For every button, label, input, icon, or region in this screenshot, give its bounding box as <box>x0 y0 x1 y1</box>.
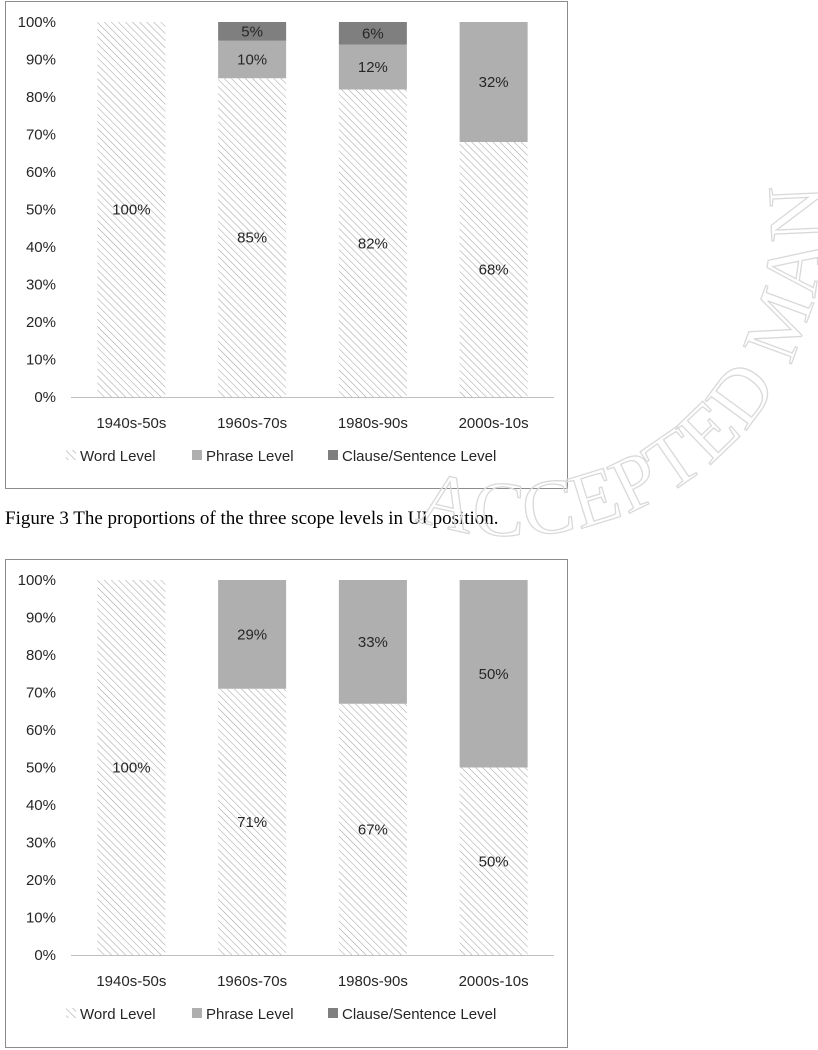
y-tick-label: 90% <box>26 610 56 627</box>
legend-label: Phrase Level <box>206 1006 294 1023</box>
bar-phrase-level-1 <box>218 40 287 79</box>
y-tick-label: 0% <box>34 947 56 964</box>
y-tick-label: 20% <box>26 314 56 331</box>
y-tick-label: 90% <box>26 52 56 69</box>
data-label: 68% <box>479 262 509 279</box>
chart-bottom-svg: 0% 10% 20% 30% 40% 50% 60% 70% 80% 90% 100% 100% 194… <box>18 572 554 1023</box>
y-tick-label: 100% <box>18 14 56 31</box>
data-label: 82% <box>358 235 388 252</box>
legend-swatch <box>192 1008 202 1018</box>
data-label: 6% <box>362 25 384 42</box>
bar-word-level-3 <box>459 142 528 397</box>
bar-phrase-level-3 <box>459 580 528 768</box>
bar-phrase-level-2 <box>338 580 407 704</box>
data-label: 33% <box>358 634 388 651</box>
legend-label: Word Level <box>80 1006 156 1023</box>
bar-word-level-1 <box>218 78 287 397</box>
data-label: 50% <box>479 666 509 683</box>
legend-label: Phrase Level <box>206 448 294 465</box>
legend-label: Clause/Sentence Level <box>342 448 496 465</box>
data-label: 10% <box>237 52 267 69</box>
bar-word-level-1 <box>218 688 287 955</box>
y-tick-label: 50% <box>26 760 56 777</box>
data-label: 12% <box>358 59 388 76</box>
y-tick-label: 70% <box>26 127 56 144</box>
bar-phrase-level-2 <box>338 44 407 90</box>
chart-bottom: 0% 10% 20% 30% 40% 50% 60% 70% 80% 90% 100% 100% 194… <box>5 559 568 1048</box>
x-tick-label: 1980s-90s <box>338 415 408 432</box>
data-label: 100% <box>112 760 150 777</box>
y-tick-label: 30% <box>26 277 56 294</box>
y-tick-label: 30% <box>26 835 56 852</box>
legend-swatch <box>66 450 76 460</box>
data-label: 100% <box>112 202 150 219</box>
data-label: 71% <box>237 814 267 831</box>
bar-clause-sentence-level-1 <box>218 22 287 41</box>
y-tick-label: 10% <box>26 910 56 927</box>
chart-top: 0% 10% 20% 30% 40% 50% 60% 70% 80% 90% 100% 100% 194… <box>5 1 568 489</box>
y-tick-label: 10% <box>26 352 56 369</box>
y-tick-label: 20% <box>26 872 56 889</box>
x-tick-label: 2000s-10s <box>459 973 529 990</box>
legend-swatch <box>66 1008 76 1018</box>
figure-caption: Figure 3 The proportions of the three sc… <box>5 508 499 529</box>
x-tick-label: 1980s-90s <box>338 973 408 990</box>
legend-swatch <box>328 1008 338 1018</box>
y-tick-label: 60% <box>26 722 56 739</box>
chart-top-svg: 0% 10% 20% 30% 40% 50% 60% 70% 80% 90% 100% 100% 194… <box>18 14 554 465</box>
bar-word-level-2 <box>338 89 407 397</box>
y-tick-label: 60% <box>26 164 56 181</box>
data-label: 67% <box>358 821 388 838</box>
bar-phrase-level-1 <box>218 580 287 689</box>
y-tick-label: 80% <box>26 647 56 664</box>
bar-phrase-level-3 <box>459 22 528 142</box>
bar-word-level-0 <box>97 580 166 955</box>
legend-swatch <box>192 450 202 460</box>
y-tick-label: 80% <box>26 89 56 106</box>
y-tick-label: 0% <box>34 389 56 406</box>
data-label: 29% <box>237 626 267 643</box>
bar-word-level-0 <box>97 22 166 397</box>
y-tick-label: 40% <box>26 797 56 814</box>
data-label: 50% <box>479 853 509 870</box>
x-tick-label: 2000s-10s <box>459 415 529 432</box>
legend-label: Clause/Sentence Level <box>342 1006 496 1023</box>
y-tick-label: 40% <box>26 239 56 256</box>
data-label: 85% <box>237 230 267 247</box>
y-tick-label: 70% <box>26 685 56 702</box>
x-tick-label: 1960s-70s <box>217 415 287 432</box>
bar-clause-sentence-level-2 <box>338 22 407 45</box>
data-label: 32% <box>479 74 509 91</box>
x-tick-label: 1960s-70s <box>217 973 287 990</box>
bar-word-level-3 <box>459 767 528 955</box>
data-label: 5% <box>241 23 263 40</box>
bar-word-level-2 <box>338 703 407 955</box>
y-tick-label: 100% <box>18 572 56 589</box>
x-tick-label: 1940s-50s <box>96 973 166 990</box>
y-tick-label: 50% <box>26 202 56 219</box>
legend-label: Word Level <box>80 448 156 465</box>
legend-swatch <box>328 450 338 460</box>
x-tick-label: 1940s-50s <box>96 415 166 432</box>
